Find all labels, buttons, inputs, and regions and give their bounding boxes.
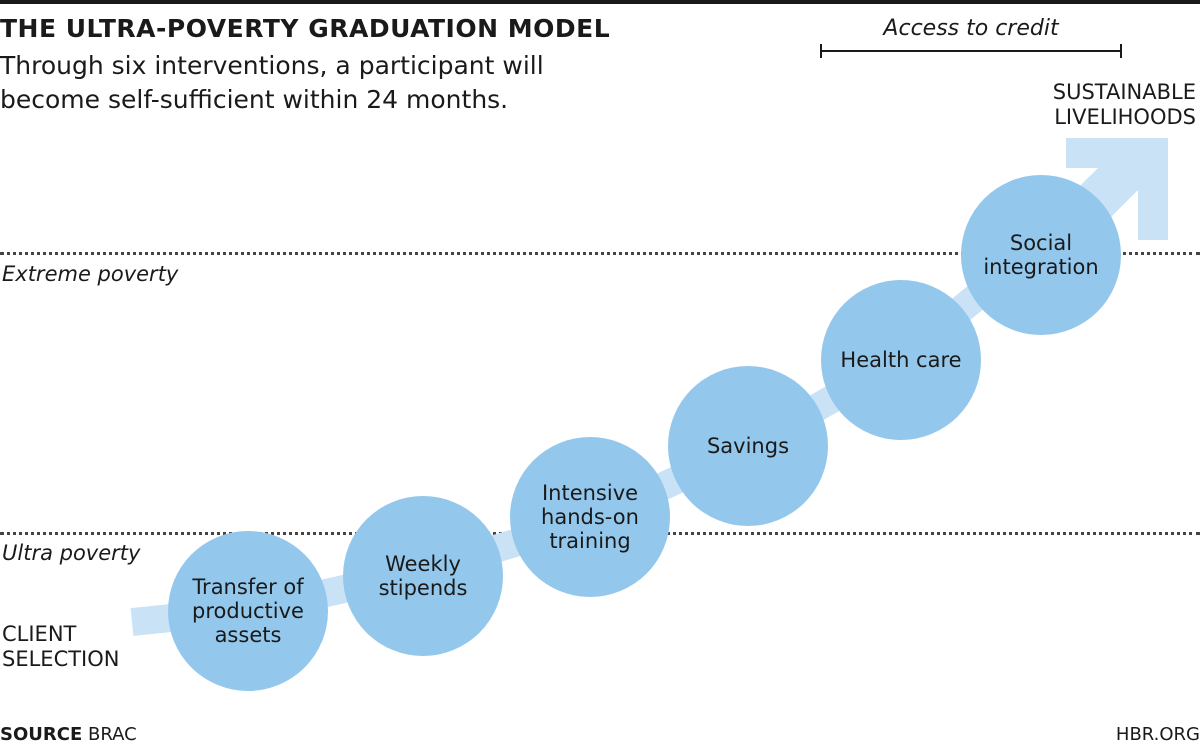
page-subtitle: Through six interventions, a participant…: [0, 51, 544, 114]
client-selection-label: CLIENT SELECTION: [2, 622, 120, 672]
step-weekly-stipends: Weekly stipends: [343, 496, 503, 656]
step-label: Social integration: [983, 231, 1099, 279]
extreme-poverty-line: [0, 252, 1200, 255]
source-key: SOURCE: [0, 724, 83, 745]
source-note: SOURCE BRAC: [0, 724, 137, 745]
ultra-poverty-label: Ultra poverty: [2, 541, 141, 565]
step-intensive-hands-on-training: Intensive hands-on training: [510, 437, 670, 597]
extreme-poverty-label: Extreme poverty: [2, 262, 179, 286]
start-label-line1: CLIENT: [2, 622, 77, 646]
step-transfer-of-productive-assets: Transfer of productive assets: [168, 531, 328, 691]
access-to-credit-bracket: [820, 44, 1122, 58]
page-title: THE ULTRA-POVERTY GRADUATION MODEL: [0, 14, 611, 43]
step-social-integration: Social integration: [961, 175, 1121, 335]
top-rule: [0, 0, 1200, 4]
step-savings: Savings: [668, 366, 828, 526]
end-label-line2: LIVELIHOODS: [1054, 105, 1196, 129]
step-label: Weekly stipends: [378, 552, 468, 600]
step-label: Health care: [840, 348, 962, 372]
source-value: BRAC: [87, 724, 137, 745]
start-label-line2: SELECTION: [2, 647, 120, 671]
step-label: Transfer of productive assets: [192, 575, 304, 647]
end-label-line1: SUSTAINABLE: [1052, 80, 1196, 104]
step-label: Intensive hands-on training: [541, 481, 639, 553]
step-label: Savings: [706, 434, 790, 458]
brand-label: HBR.ORG: [1115, 724, 1200, 745]
step-health-care: Health care: [821, 280, 981, 440]
access-to-credit-label: Access to credit: [883, 16, 1059, 41]
sustainable-livelihoods-label: SUSTAINABLE LIVELIHOODS: [1053, 80, 1196, 130]
